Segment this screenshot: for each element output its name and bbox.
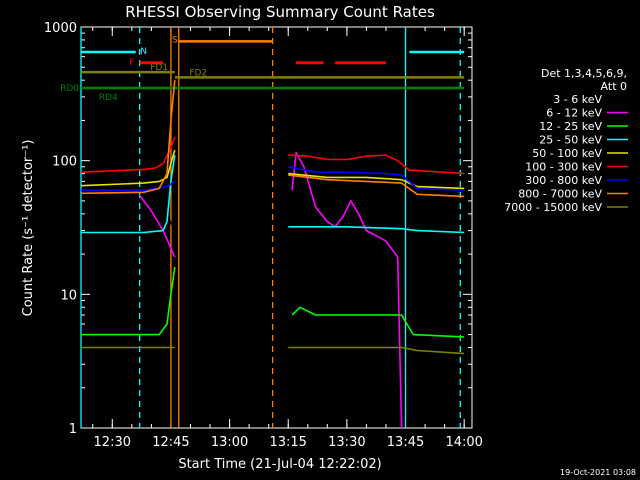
legend-entry-label: 7000 - 15000 keV xyxy=(504,201,602,214)
y-axis-label: Count Rate (s⁻¹ detector⁻¹) xyxy=(21,140,36,317)
chart-title: RHESSI Observing Summary Count Rates xyxy=(125,3,435,21)
legend-entry-label: 6 - 12 keV xyxy=(546,107,602,120)
state-flag-label: RD0 xyxy=(60,84,79,94)
series-line xyxy=(81,266,465,338)
state-flag-label: N xyxy=(140,47,147,57)
state-flag-label: S xyxy=(172,35,178,45)
series-line xyxy=(81,346,465,355)
x-tick-label: 12:45 xyxy=(152,435,189,450)
y-tick-label: 1 xyxy=(69,422,77,437)
legend-entry-label: 100 - 300 keV xyxy=(525,161,602,174)
series-line xyxy=(80,136,465,175)
y-tick-label: 1000 xyxy=(44,21,77,36)
y-tick-label: 100 xyxy=(52,155,77,170)
legend-entry-label: 12 - 25 keV xyxy=(539,120,602,133)
series-line xyxy=(81,166,465,192)
state-flag-label: RD4 xyxy=(99,93,118,103)
x-tick-label: 13:45 xyxy=(387,435,424,450)
footer-timestamp: 19-Oct-2021 03:08 xyxy=(560,468,636,477)
series-line xyxy=(81,138,387,231)
x-tick-label: 12:30 xyxy=(94,435,131,450)
legend-entry-label: 800 - 7000 keV xyxy=(518,188,602,201)
state-flag-label: F xyxy=(129,58,134,68)
series-line xyxy=(139,151,403,429)
series-line xyxy=(80,80,465,198)
legend-title: Det 1,3,4,5,6,9, xyxy=(541,67,627,80)
legend-title: Att 0 xyxy=(601,80,627,93)
state-flag-label: FD1 xyxy=(150,63,168,73)
state-flag-label: FD2 xyxy=(189,68,207,78)
legend-entry-label: 50 - 100 keV xyxy=(532,147,602,160)
legend-entry-label: 300 - 800 keV xyxy=(525,174,602,187)
x-axis-label: Start Time (21-Jul-04 12:22:02) xyxy=(178,457,381,472)
legend-entry-label: 25 - 50 keV xyxy=(539,134,602,147)
x-tick-label: 14:00 xyxy=(445,435,482,450)
y-tick-label: 10 xyxy=(60,288,77,303)
plot-area: 1 10 100 1000 12:30 12:45 13:00 13:15 13:30 13:45… xyxy=(44,21,483,450)
x-tick-label: 13:15 xyxy=(269,435,306,450)
x-tick-label: 13:30 xyxy=(328,435,365,450)
x-tick-label: 13:00 xyxy=(211,435,248,450)
legend-entry-label: 3 - 6 keV xyxy=(553,93,602,106)
series-line xyxy=(81,154,465,234)
